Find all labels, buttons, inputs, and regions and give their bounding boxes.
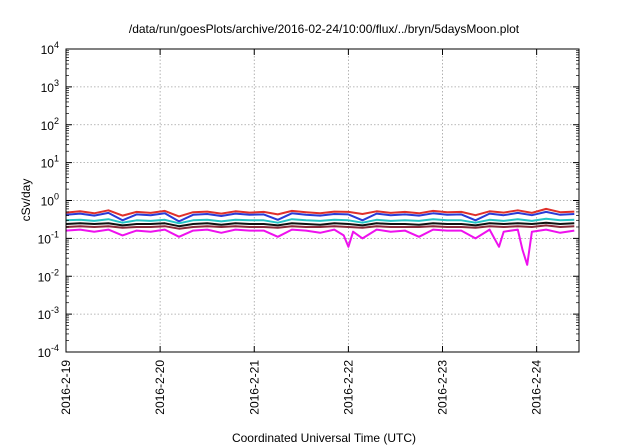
series-line-6 <box>65 228 575 266</box>
x-tick-label: 2016-2-19 <box>59 360 73 415</box>
series-line-1 <box>65 207 575 218</box>
series-line-5 <box>65 224 575 230</box>
x-axis: 2016-2-19 2016-2-20 2016-2-21 2016-2-22 2016… <box>59 49 544 415</box>
y-tick-label: 10-2 <box>38 267 59 284</box>
y-tick-label: 100 <box>41 192 59 209</box>
chart-title: /data/run/goesPlots/archive/2016-02-24/1… <box>129 22 520 36</box>
y-axis-title: cSv/day <box>19 179 33 222</box>
grid <box>66 49 579 352</box>
y-tick-label: 103 <box>41 78 59 95</box>
x-tick-label: 2016-2-21 <box>247 360 261 415</box>
x-tick-label: 2016-2-24 <box>530 360 544 415</box>
series-line-2 <box>65 210 575 223</box>
x-tick-label: 2016-2-20 <box>153 360 167 415</box>
y-tick-label: 10-1 <box>38 229 59 246</box>
x-axis-title: Coordinated Universal Time (UTC) <box>232 431 416 445</box>
y-tick-label: 101 <box>41 154 59 171</box>
y-tick-label: 10-4 <box>38 343 59 360</box>
series-layer <box>65 207 575 266</box>
y-tick-label: 10-3 <box>38 305 59 322</box>
series-line-3 <box>65 217 575 225</box>
x-tick-label: 2016-2-23 <box>436 360 450 415</box>
y-tick-label: 102 <box>41 116 59 133</box>
x-tick-label: 2016-2-22 <box>341 360 355 415</box>
series-line-4 <box>65 221 575 228</box>
y-tick-label: 104 <box>41 40 59 57</box>
y-axis: 10-4 10-3 10-2 10-1 100 101 102 103 104 <box>38 40 579 360</box>
